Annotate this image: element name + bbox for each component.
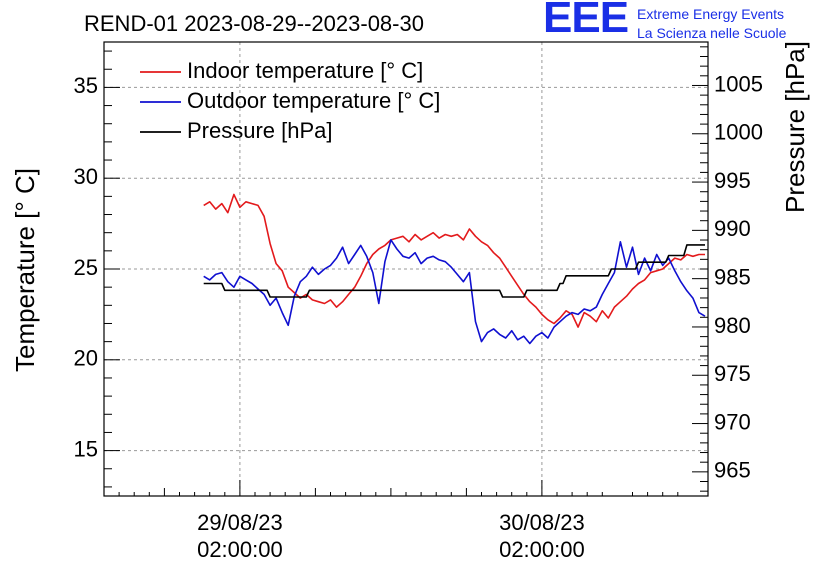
y2-tick-label: 970: [714, 409, 751, 434]
chart-title: REND-01 2023-08-29--2023-08-30: [84, 11, 424, 36]
eee-logo: EEE: [543, 0, 629, 42]
logo-line-1: Extreme Energy Events: [637, 6, 785, 22]
y2-tick-label: 985: [714, 264, 751, 289]
x-tick-date: 29/08/23: [197, 510, 283, 535]
y2-tick-label: 1005: [714, 71, 763, 96]
y-axis-label: Temperature [° C]: [10, 168, 40, 372]
logo-line-2: La Scienza nelle Scuole: [637, 25, 787, 41]
y2-tick-label: 975: [714, 361, 751, 386]
y-tick-label: 15: [74, 436, 98, 461]
series-line-1: [203, 239, 706, 345]
series-line-2: [203, 244, 705, 298]
y-tick-label: 25: [74, 255, 98, 280]
y2-tick-label: 1000: [714, 120, 763, 145]
y-tick-label: 20: [74, 346, 98, 371]
series-line-0: [203, 193, 705, 328]
legend-label-2: Pressure [hPa]: [187, 118, 333, 143]
y-tick-label: 35: [74, 73, 98, 98]
grid-lines: [104, 42, 708, 496]
y2-axis-label: Pressure [hPa]: [780, 41, 810, 213]
y-tick-label: 30: [74, 164, 98, 189]
x-tick-date: 30/08/23: [499, 510, 585, 535]
x-tick-time: 02:00:00: [499, 537, 585, 562]
legend-label-1: Outdoor temperature [° C]: [187, 88, 440, 113]
legend: Indoor temperature [° C] Outdoor temperat…: [140, 58, 440, 143]
y2-tick-label: 990: [714, 216, 751, 241]
axis-ticks: [103, 46, 709, 496]
x-tick-time: 02:00:00: [197, 537, 283, 562]
y2-tick-label: 965: [714, 458, 751, 483]
plot-series: [203, 193, 706, 345]
y2-tick-label: 995: [714, 168, 751, 193]
y2-tick-label: 980: [714, 313, 751, 338]
tick-labels: 15 20 25 30 35 965 970 975 980 985 990 995 1000 1005 2…: [74, 71, 763, 562]
legend-label-0: Indoor temperature [° C]: [187, 58, 423, 83]
